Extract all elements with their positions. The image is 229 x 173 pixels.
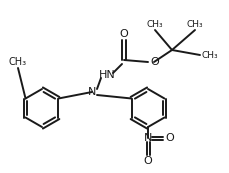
Text: N: N	[88, 87, 96, 97]
Text: O: O	[150, 57, 159, 67]
Text: CH₃: CH₃	[202, 51, 219, 60]
Text: O: O	[120, 29, 128, 39]
Text: CH₃: CH₃	[187, 20, 203, 29]
Text: O: O	[144, 156, 152, 166]
Text: N: N	[144, 133, 152, 143]
Text: CH₃: CH₃	[9, 57, 27, 67]
Text: CH₃: CH₃	[147, 20, 163, 29]
Text: HN: HN	[99, 70, 115, 80]
Text: O: O	[165, 133, 174, 143]
